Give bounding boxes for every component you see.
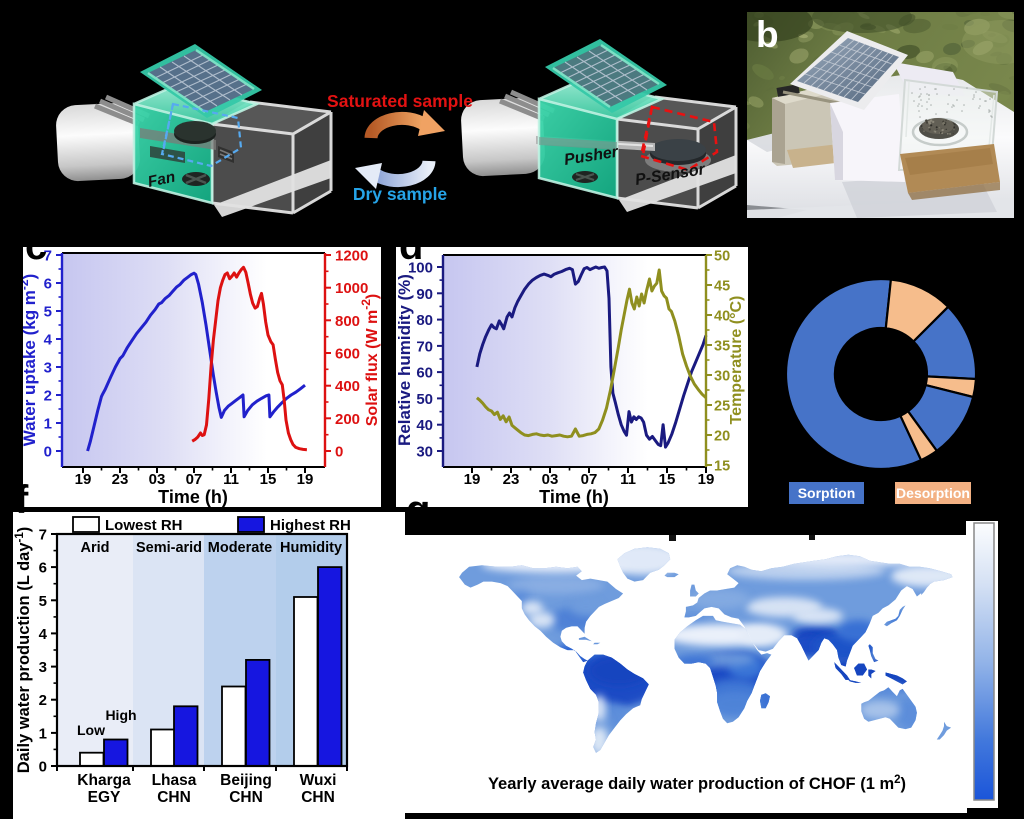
svg-text:EGY: EGY: [88, 789, 121, 806]
svg-text:30: 30: [714, 369, 730, 385]
svg-text:0: 0: [44, 444, 52, 461]
svg-text:Time (h): Time (h): [539, 487, 609, 507]
svg-text:70: 70: [416, 338, 433, 355]
svg-text:20: 20: [714, 429, 730, 445]
svg-text:60: 60: [416, 365, 433, 382]
svg-text:11: 11: [620, 471, 636, 488]
svg-text:100: 100: [408, 260, 433, 277]
svg-text:Saturated sample: Saturated sample: [327, 91, 473, 111]
svg-text:40: 40: [416, 417, 433, 434]
svg-text:800: 800: [335, 313, 360, 330]
svg-text:2: 2: [39, 692, 47, 709]
svg-text:Lowest RH: Lowest RH: [105, 517, 183, 534]
svg-text:7: 7: [39, 527, 47, 544]
svg-text:15: 15: [714, 459, 730, 475]
svg-text:Daily water production (L day-: Daily water production (L day-1): [14, 527, 33, 773]
svg-text:03: 03: [542, 471, 559, 488]
svg-text:200: 200: [335, 411, 360, 428]
svg-text:90: 90: [416, 286, 433, 303]
svg-text:Beijing: Beijing: [220, 772, 272, 789]
svg-text:Lhasa: Lhasa: [152, 772, 197, 789]
svg-text:1000: 1000: [335, 280, 368, 297]
svg-text:19: 19: [464, 471, 481, 488]
svg-text:6: 6: [44, 276, 52, 293]
svg-text:50: 50: [416, 391, 433, 408]
svg-text:30: 30: [416, 444, 433, 461]
svg-text:Relative humidity (%): Relative humidity (%): [396, 274, 414, 446]
svg-text:1: 1: [44, 416, 52, 433]
svg-text:15: 15: [260, 471, 277, 488]
svg-text:4: 4: [44, 332, 53, 349]
svg-text:Wuxi: Wuxi: [300, 772, 337, 789]
svg-text:40: 40: [714, 309, 730, 325]
svg-text:Time (h): Time (h): [158, 487, 228, 507]
svg-text:CHN: CHN: [301, 789, 335, 806]
svg-text:Arid: Arid: [81, 540, 110, 556]
svg-text:5: 5: [39, 593, 47, 610]
svg-text:07: 07: [581, 471, 598, 488]
svg-text:600: 600: [335, 346, 360, 363]
svg-text:Low: Low: [77, 722, 105, 738]
svg-text:1: 1: [39, 725, 47, 742]
svg-text:7: 7: [44, 248, 52, 265]
svg-text:Fan: Fan: [146, 169, 176, 191]
svg-text:03: 03: [149, 471, 166, 488]
svg-text:CHN: CHN: [229, 789, 263, 806]
svg-text:15: 15: [659, 471, 676, 488]
svg-text:4: 4: [39, 626, 48, 643]
svg-text:Humidity: Humidity: [280, 540, 342, 556]
svg-text:3: 3: [39, 659, 47, 676]
svg-text:80: 80: [416, 312, 433, 329]
svg-text:Water uptake (kg m-2): Water uptake (kg m-2): [23, 274, 39, 447]
svg-text:1200: 1200: [335, 248, 368, 265]
svg-text:Solar flux (W m-2): Solar flux (W m-2): [359, 294, 381, 426]
svg-text:19: 19: [698, 471, 715, 488]
svg-text:b: b: [756, 14, 779, 55]
svg-text:23: 23: [112, 471, 129, 488]
svg-text:19: 19: [297, 471, 314, 488]
svg-text:Semi-arid: Semi-arid: [136, 540, 202, 556]
svg-text:23: 23: [503, 471, 520, 488]
svg-text:Yearly average daily water pro: Yearly average daily water production of…: [488, 774, 906, 793]
svg-text:Highest RH: Highest RH: [270, 517, 351, 534]
svg-text:2: 2: [44, 388, 52, 405]
svg-text:19: 19: [75, 471, 92, 488]
svg-text:0: 0: [39, 759, 47, 776]
svg-text:Moderate: Moderate: [208, 540, 272, 556]
svg-text:400: 400: [335, 378, 360, 395]
svg-text:45: 45: [714, 279, 730, 295]
svg-text:Dry sample: Dry sample: [353, 184, 448, 204]
svg-text:3: 3: [44, 360, 52, 377]
svg-text:07: 07: [186, 471, 203, 488]
svg-text:6: 6: [39, 560, 47, 577]
svg-text:CHN: CHN: [157, 789, 191, 806]
svg-text:Kharga: Kharga: [77, 772, 131, 789]
svg-text:5: 5: [44, 304, 52, 321]
svg-text:35: 35: [714, 339, 730, 355]
svg-text:Temperature (°C): Temperature (°C): [728, 296, 745, 425]
svg-text:0: 0: [335, 444, 343, 461]
svg-text:25: 25: [714, 399, 730, 415]
svg-text:High: High: [105, 707, 136, 723]
svg-text:50: 50: [714, 249, 730, 265]
svg-text:11: 11: [223, 471, 239, 488]
